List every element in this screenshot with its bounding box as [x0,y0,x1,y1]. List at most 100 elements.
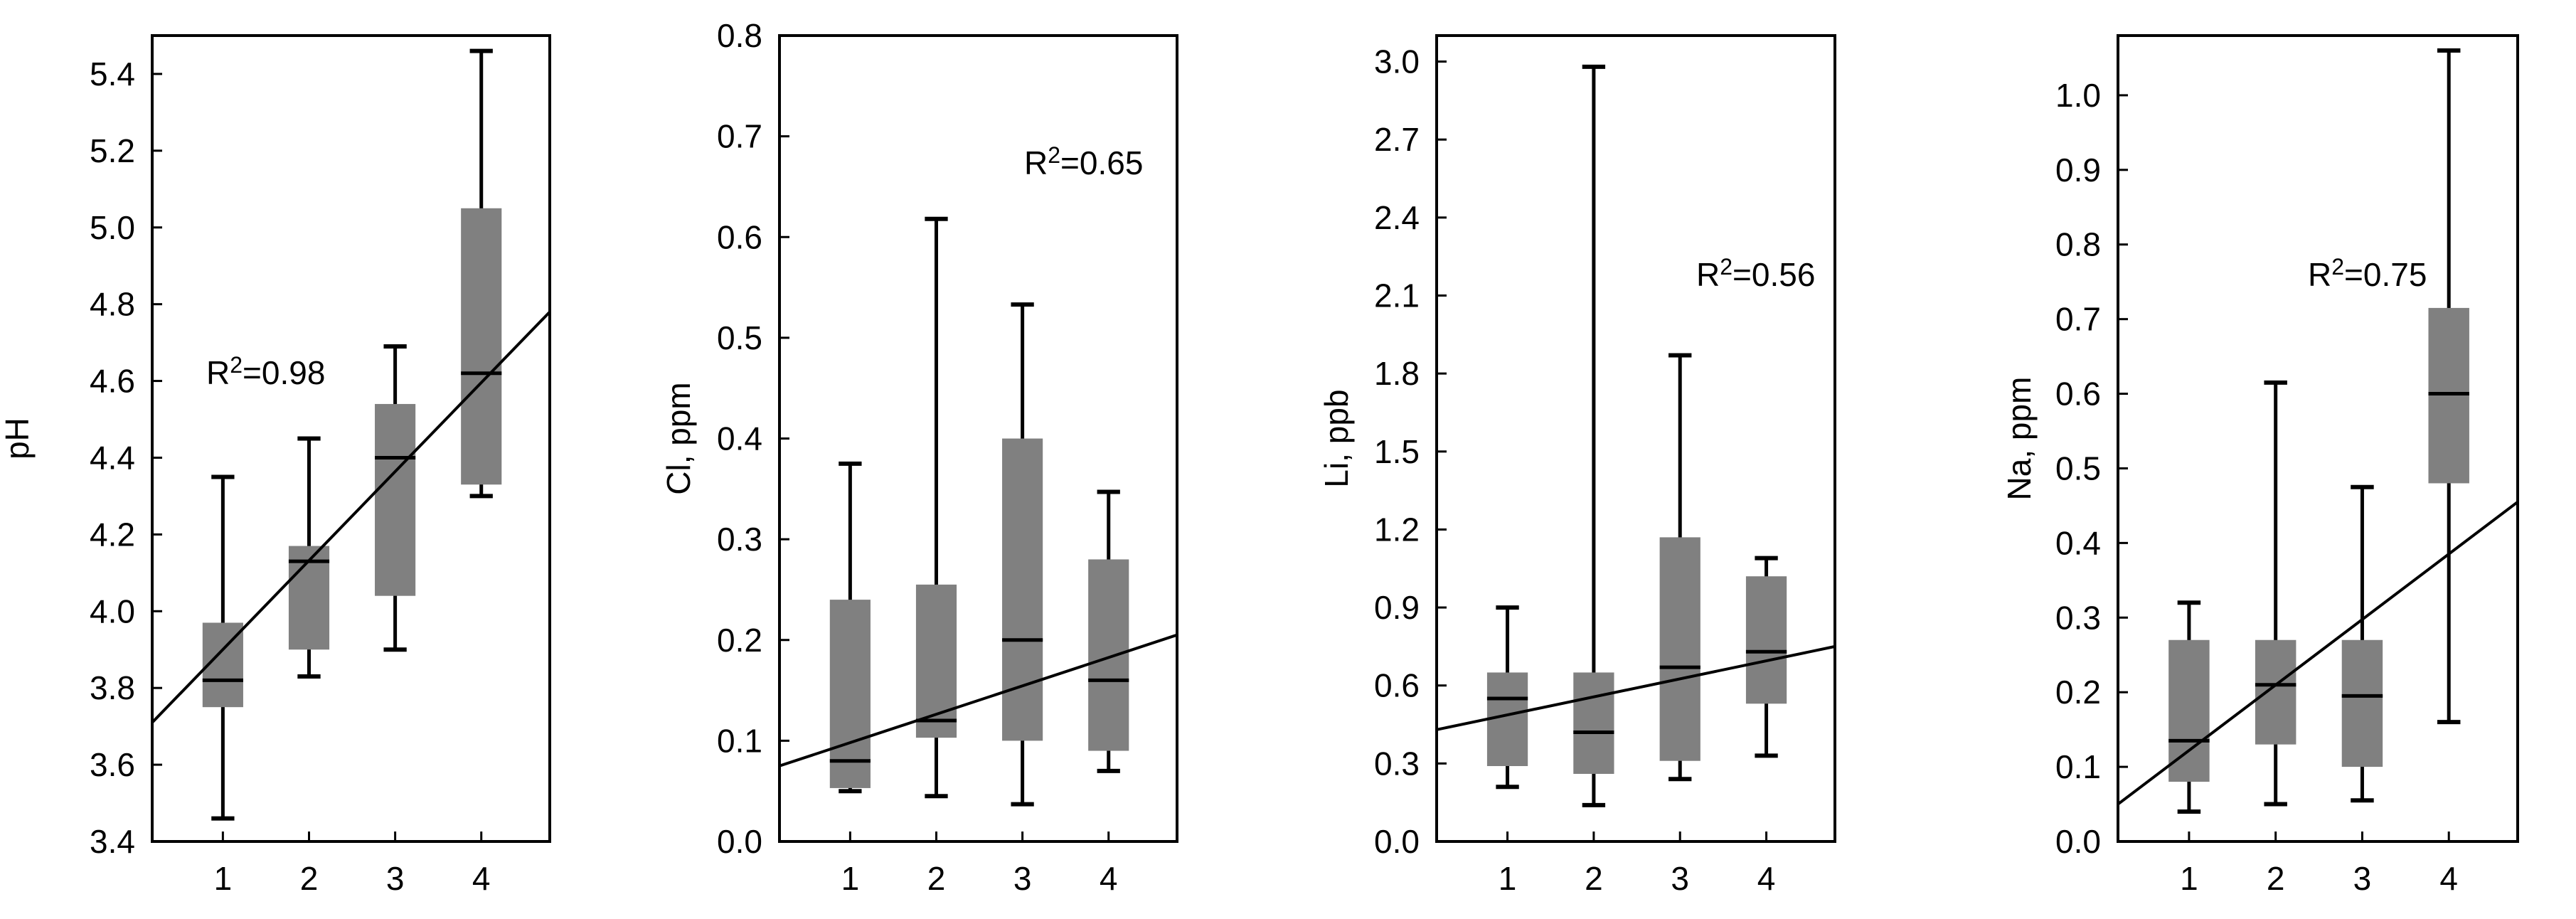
cl-y-tick-label: 0.2 [717,622,762,659]
ph-plot-frame [151,34,551,843]
li-x-tick-label: 4 [1757,860,1776,897]
cl-y-tick-label: 0.5 [717,319,762,356]
na-box-4 [2428,307,2469,484]
li-y-tick-label: 0.6 [1374,667,1420,704]
cl-r-squared-annotation: R2=0.65 [1024,142,1143,181]
cl-x-tick-label: 2 [927,860,946,897]
ph-box-4 [461,208,502,485]
li-y-axis-label: Li, ppb [1318,389,1355,487]
ph-x-tick-label: 1 [214,860,233,897]
cl-y-axis-label: Cl, ppm [660,382,697,494]
li-y-tick-label: 3.0 [1374,43,1420,80]
cl-panel: 0.0 0.1 0.2 0.3 0.4 0.5 0.6 0.7 0.8 1 2 3 4 Cl, ppm… [660,17,1178,897]
li-panel: 0.0 0.3 0.6 0.9 1.2 1.5 1.8 2.1 2.4 2.7 3.0 1 2 3 4 L… [1318,34,1836,897]
cl-trend-line [779,633,1178,767]
na-x-tick-label: 1 [2180,860,2198,897]
li-boxes [1486,64,1787,807]
ph-y-tick-label: 4.2 [90,516,135,553]
na-box-2 [2255,639,2296,745]
ph-panel: 3.4 3.6 3.8 4.0 4.2 4.4 4.6 4.8 5.0 5.2 5.4 1 2 3 4 p… [0,34,551,897]
na-r-squared-annotation: R2=0.75 [2308,254,2427,293]
li-y-tick-label: 2.7 [1374,121,1420,158]
cl-box-3 [1002,438,1043,741]
ph-y-tick-label: 3.8 [90,669,135,706]
li-box-3 [1659,537,1701,761]
ph-box-3 [375,403,416,596]
li-y-tick-label: 1.5 [1374,433,1420,470]
ph-y-tick-label: 4.6 [90,363,135,400]
li-y-axis: 0.0 0.3 0.6 0.9 1.2 1.5 1.8 2.1 2.4 2.7 3.0 [1374,43,1447,860]
ph-y-tick-label: 5.2 [90,132,135,169]
ph-y-tick-label: 4.4 [90,439,135,476]
ph-y-axis-label: pH [0,418,36,460]
li-x-tick-label: 3 [1671,860,1689,897]
ph-x-tick-label: 3 [386,860,405,897]
li-trend-line [1436,644,1836,731]
ph-y-tick-label: 5.4 [90,55,135,92]
cl-x-tick-label: 3 [1013,860,1032,897]
li-x-tick-label: 1 [1499,860,1517,897]
li-y-tick-label: 2.1 [1374,277,1420,314]
na-y-tick-label: 0.3 [2055,599,2101,636]
cl-y-tick-label: 0.7 [717,118,762,155]
cl-x-axis: 1 2 3 4 [841,832,1118,897]
li-y-tick-label: 0.9 [1374,589,1420,626]
ph-y-tick-label: 5.0 [90,209,135,246]
cl-y-tick-label: 0.0 [717,823,762,860]
na-box-3 [2341,639,2383,767]
ph-y-tick-label: 4.0 [90,593,135,630]
ph-y-axis: 3.4 3.6 3.8 4.0 4.2 4.4 4.6 4.8 5.0 5.2 5.4 [90,55,162,860]
na-y-tick-label: 0.0 [2055,823,2101,860]
cl-y-tick-label: 0.6 [717,218,762,255]
li-y-tick-label: 1.8 [1374,355,1420,392]
ph-trend-line [151,311,551,724]
na-x-axis: 1 2 3 4 [2180,832,2458,897]
ph-r-squared-annotation: R2=0.98 [206,352,325,391]
na-x-tick-label: 4 [2439,860,2458,897]
ph-y-tick-label: 4.8 [90,286,135,323]
li-x-axis: 1 2 3 4 [1499,832,1776,897]
cl-y-tick-label: 0.1 [717,722,762,759]
li-box-2 [1573,672,1614,774]
cl-y-axis: 0.0 0.1 0.2 0.3 0.4 0.5 0.6 0.7 0.8 [717,17,789,860]
na-y-axis-label: Na, ppm [2001,377,2038,501]
na-y-tick-label: 0.4 [2055,524,2101,561]
cl-y-tick-label: 0.8 [717,17,762,54]
ph-box-2 [288,546,330,650]
ph-y-tick-label: 3.6 [90,746,135,783]
li-y-tick-label: 0.0 [1374,823,1420,860]
li-r-squared-annotation: R2=0.56 [1696,254,1815,293]
na-x-tick-label: 2 [2267,860,2285,897]
na-y-tick-label: 0.5 [2055,450,2101,487]
na-trend-line [2117,501,2519,806]
na-panel: 0.0 0.1 0.2 0.3 0.4 0.5 0.6 0.7 0.8 0.9 1.0 1 2 3 4 N… [2001,34,2519,897]
cl-y-tick-label: 0.4 [717,420,762,457]
na-y-axis: 0.0 0.1 0.2 0.3 0.4 0.5 0.6 0.7 0.8 0.9 1.0 [2055,77,2128,860]
ph-boxes [202,48,502,821]
na-y-tick-label: 0.2 [2055,674,2101,711]
li-box-4 [1745,576,1787,704]
na-y-tick-label: 0.7 [2055,301,2101,338]
li-y-tick-label: 0.3 [1374,745,1420,782]
na-y-tick-label: 1.0 [2055,77,2101,114]
li-plot-frame [1435,34,1836,843]
cl-x-tick-label: 4 [1100,860,1118,897]
cl-y-tick-label: 0.3 [717,521,762,558]
ph-y-tick-label: 3.4 [90,823,135,860]
li-y-tick-label: 2.4 [1374,199,1420,236]
na-y-tick-label: 0.9 [2055,152,2101,188]
na-boxes [2168,48,2469,814]
ph-x-tick-label: 2 [300,860,319,897]
li-y-tick-label: 1.2 [1374,511,1420,548]
cl-box-1 [829,600,871,788]
na-x-tick-label: 3 [2353,860,2372,897]
li-box-1 [1486,672,1528,767]
na-box-1 [2168,639,2210,782]
na-y-tick-label: 0.8 [2055,226,2101,263]
na-y-tick-label: 0.1 [2055,748,2101,785]
cl-box-4 [1088,559,1129,751]
cl-box-2 [915,584,957,738]
na-plot-frame [2117,34,2519,843]
